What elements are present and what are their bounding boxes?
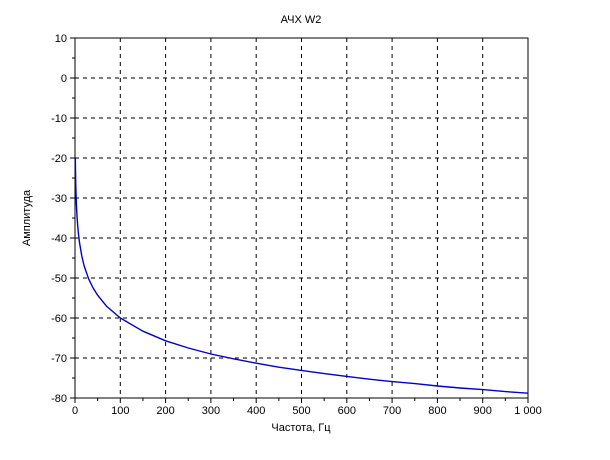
x-tick-label: 600 xyxy=(338,405,356,417)
y-tick-label: -30 xyxy=(51,193,67,205)
chart-title: АЧХ W2 xyxy=(281,14,322,26)
data-curve xyxy=(74,158,529,394)
x-axis-label: Частота, Гц xyxy=(271,422,331,434)
x-tick-label: 400 xyxy=(247,405,265,417)
x-tick-label: 300 xyxy=(202,405,220,417)
y-tick-label: -60 xyxy=(51,313,67,325)
y-tick-label: -80 xyxy=(51,393,67,405)
x-tick-label: 100 xyxy=(111,405,129,417)
x-tick-label: 0 xyxy=(72,405,78,417)
x-tick-label: 200 xyxy=(156,405,174,417)
x-tick-label: 800 xyxy=(428,405,446,417)
y-tick-label: -50 xyxy=(51,273,67,285)
y-tick-label: -10 xyxy=(51,113,67,125)
y-axis-label: Амплитуда xyxy=(21,189,33,246)
plot-area: 0 100 200 300 400 500 600 700 800 900 1 000100-10-… xyxy=(51,33,542,417)
y-tick-label: -70 xyxy=(51,353,67,365)
x-tick-label: 500 xyxy=(292,405,310,417)
y-tick-label: 10 xyxy=(55,33,67,45)
y-tick-label: -40 xyxy=(51,233,67,245)
x-tick-label: 700 xyxy=(383,405,401,417)
x-tick-label: 900 xyxy=(474,405,492,417)
y-tick-label: -20 xyxy=(51,153,67,165)
x-tick-label: 1 000 xyxy=(514,405,542,417)
y-tick-label: 0 xyxy=(61,73,67,85)
